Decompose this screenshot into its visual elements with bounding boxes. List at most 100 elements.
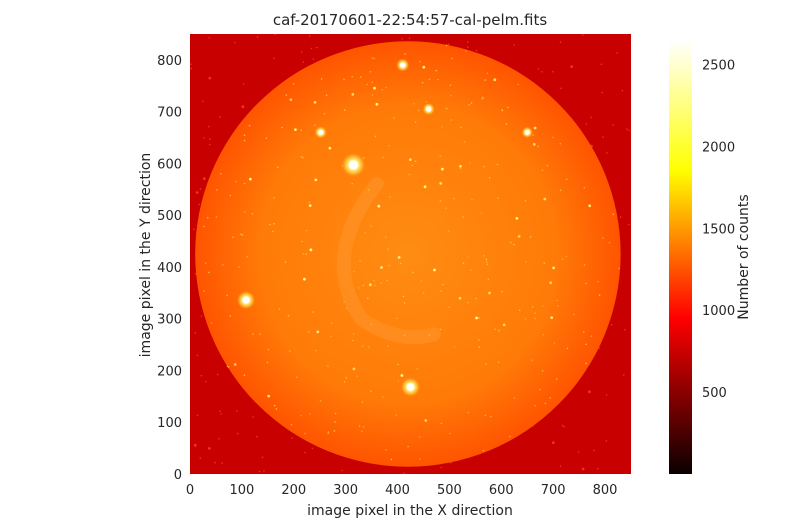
faint-star [583,186,586,189]
faint-star [387,345,389,347]
faint-star [403,334,406,337]
faint-star [439,200,442,202]
faint-star [273,57,275,59]
colorbar [669,40,692,474]
faint-star [343,109,346,111]
faint-star [619,216,622,218]
faint-star [480,212,483,215]
faint-star [273,222,275,225]
faint-star [467,411,470,414]
faint-star [361,430,363,433]
faint-star [208,271,210,274]
faint-star [226,294,228,297]
faint-star [525,260,527,263]
faint-star [284,261,287,263]
faint-star [590,335,593,338]
faint-star [373,279,376,282]
faint-star [422,292,425,294]
y-tick-label: 300 [157,313,182,328]
faint-star [585,123,588,125]
faint-star [366,83,369,86]
faint-star [610,323,613,326]
faint-star [470,269,472,272]
faint-star [475,297,478,300]
faint-star [517,235,521,238]
faint-star [448,306,450,309]
faint-star [549,281,553,285]
faint-star [518,309,521,312]
faint-star [560,87,562,90]
faint-star [428,78,431,81]
faint-star [243,374,246,377]
faint-star [581,467,585,471]
faint-star [300,414,302,417]
faint-star [450,461,452,464]
faint-star [220,172,222,175]
faint-star [320,78,323,80]
faint-star [395,317,398,320]
faint-star [533,126,537,130]
faint-star [524,200,527,202]
faint-star [207,125,210,128]
faint-star [531,306,534,308]
faint-star [259,333,261,335]
faint-star [195,191,199,194]
y-axis-label: image pixel in the Y direction [138,153,154,358]
faint-star [236,432,239,435]
faint-star [440,290,442,292]
faint-star [208,76,212,80]
faint-star [334,412,337,415]
faint-star [486,72,489,75]
faint-star [229,194,232,197]
faint-star [361,345,364,347]
faint-star [447,43,450,45]
faint-star [433,268,436,272]
faint-star [390,458,393,461]
faint-star [385,449,387,451]
faint-star [252,333,254,336]
faint-star [400,374,404,377]
faint-star [305,253,307,255]
faint-star [203,290,205,292]
faint-star [435,69,438,72]
faint-star [483,255,486,257]
faint-star [417,109,420,112]
faint-star [358,425,361,427]
faint-star [451,57,453,60]
faint-star [440,422,443,425]
faint-star [393,117,395,119]
faint-star [290,423,293,426]
faint-star [373,57,376,60]
faint-star [351,182,354,185]
faint-star [328,146,332,150]
faint-star [203,225,205,228]
faint-star [416,367,419,370]
faint-star [216,189,218,191]
faint-star [314,178,318,182]
y-tick-label: 0 [174,468,182,483]
faint-star [581,34,584,36]
faint-star [343,301,345,303]
faint-star [618,267,620,270]
faint-star [364,231,367,234]
faint-star [445,44,448,47]
faint-star [537,145,539,148]
faint-star [241,105,245,109]
faint-star [351,75,354,78]
x-axis-ticks: 0 100 200 300 400 500 600 700 800 [186,483,618,498]
faint-star [469,162,471,164]
faint-star [419,60,421,63]
faint-star [478,339,480,341]
faint-star [246,255,248,258]
faint-star [424,419,428,422]
bright-stars [236,58,533,397]
faint-star [445,107,448,110]
faint-star [414,160,417,162]
faint-star [420,280,423,282]
faint-star [507,106,509,109]
faint-star [214,461,216,464]
faint-star [601,91,604,94]
faint-star [408,173,411,176]
faint-star [509,435,511,438]
faint-star [380,266,383,269]
